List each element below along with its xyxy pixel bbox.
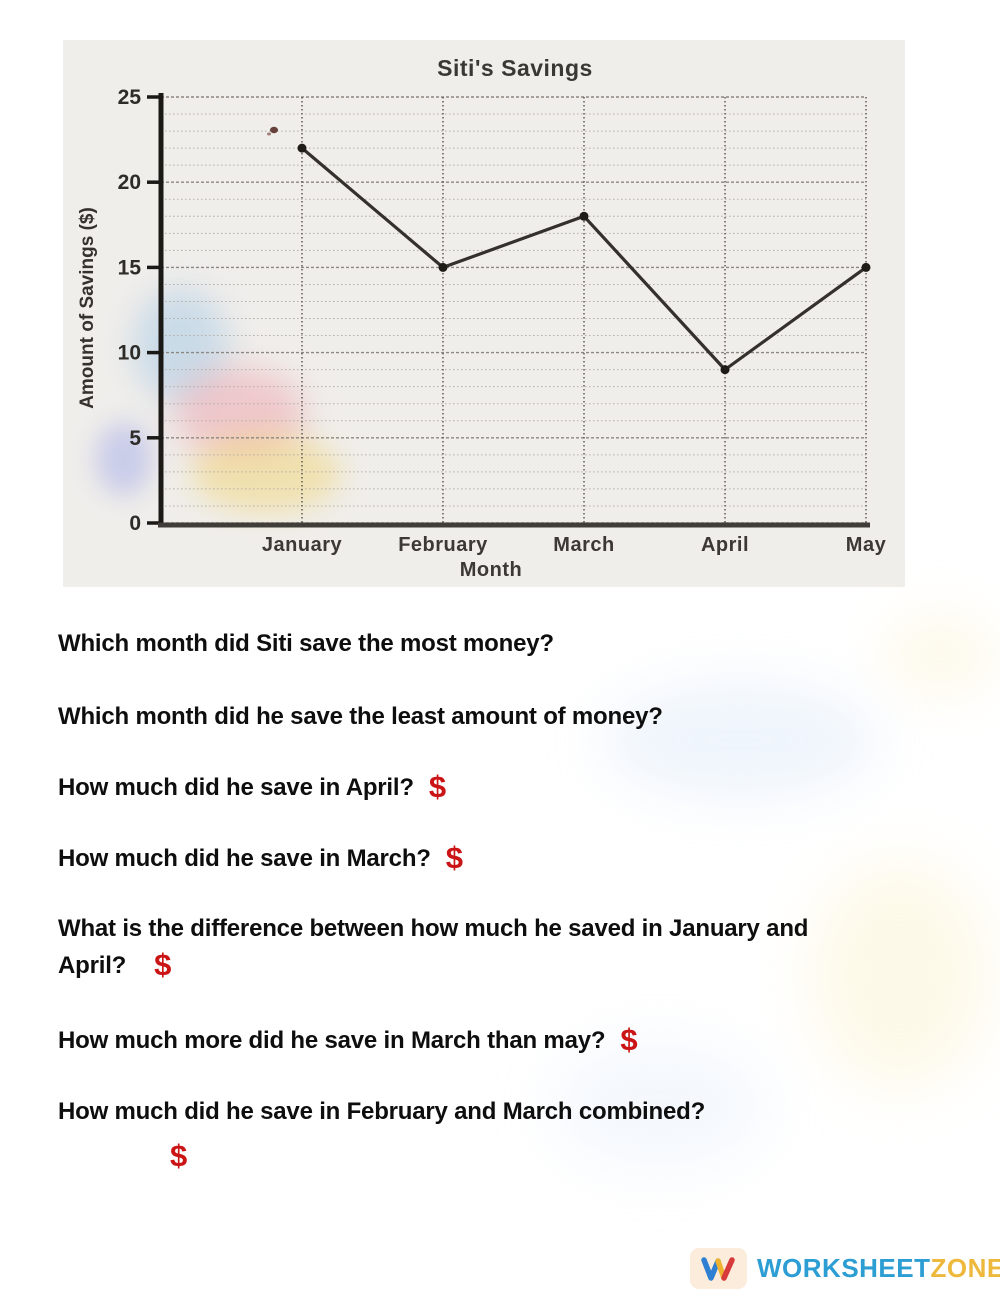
data-point-march [579,211,589,221]
w-icon [700,1256,735,1281]
question-5: What is the difference between how much … [58,910,938,984]
data-point-may [861,262,871,272]
dollar-sign: $ [445,840,463,875]
worksheetzone-logo: WORKSHEETZONE [690,1248,1000,1289]
dollar-answer-line: $ [58,1138,938,1175]
y-tick-label: 25 [118,86,142,109]
chart-title: Siti's Savings [437,55,593,81]
question-text: How much did he save in April? [58,774,414,801]
y-tick-label: 10 [118,342,141,365]
dollar-sign: $ [170,1138,188,1173]
y-axis-title: Amount of Savings ($) [77,207,98,409]
brand-text-secondary: ZONE [930,1253,1000,1283]
month-label: February [398,534,488,556]
data-point-february [438,262,448,272]
y-tick-label: 5 [129,427,141,450]
dollar-sign: $ [620,1022,638,1057]
scan-artifact-dot [267,132,271,136]
x-axis-title: Month [460,559,522,581]
brand-text: WORKSHEETZONE [757,1253,1000,1284]
question-text: Which month did he save the least amount… [58,703,663,730]
question-4: How much did he save in March? $ [58,840,938,877]
question-1: Which month did Siti save the most money… [58,625,938,662]
question-text: April? [58,952,127,979]
month-label: April [701,534,749,556]
scan-artifact-dot [270,126,278,134]
w-logo-icon [690,1248,747,1289]
question-text: What is the difference between how much … [58,915,809,942]
month-label: March [553,534,614,556]
dollar-sign: $ [428,769,446,804]
y-tick-label: 15 [118,256,142,279]
question-text: How much did he save in February and Mar… [58,1098,706,1125]
watermark-smudge [95,422,153,496]
question-3: How much did he save in April? $ [58,769,938,806]
chart-scan-region: 0 5 10 15 20 25 Siti's Savings January February M… [63,40,905,587]
data-point-april [720,365,730,375]
month-label: January [262,534,343,556]
data-point-january [297,143,307,153]
question-text: Which month did Siti save the most money… [58,630,554,657]
question-text: How much more did he save in March than … [58,1027,606,1054]
dollar-sign: $ [154,947,172,982]
watermark-smudge [133,288,228,403]
question-2: Which month did he save the least amount… [58,698,938,735]
y-tick-label: 20 [118,171,141,194]
savings-line-chart: 0 5 10 15 20 25 Siti's Savings January February M… [77,55,887,581]
question-7: How much did he save in February and Mar… [58,1093,938,1175]
question-6: How much more did he save in March than … [58,1022,938,1059]
watermark-smudge [191,433,341,513]
question-text: How much did he save in March? [58,845,431,872]
brand-text-primary: WORKSHEET [757,1253,931,1283]
month-label: May [846,534,887,556]
y-tick-label: 0 [129,512,141,535]
